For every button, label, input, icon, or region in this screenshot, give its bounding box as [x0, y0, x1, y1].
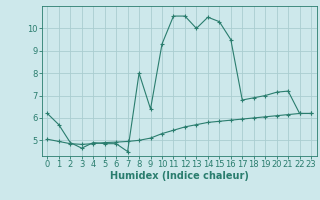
X-axis label: Humidex (Indice chaleur): Humidex (Indice chaleur) [110, 171, 249, 181]
